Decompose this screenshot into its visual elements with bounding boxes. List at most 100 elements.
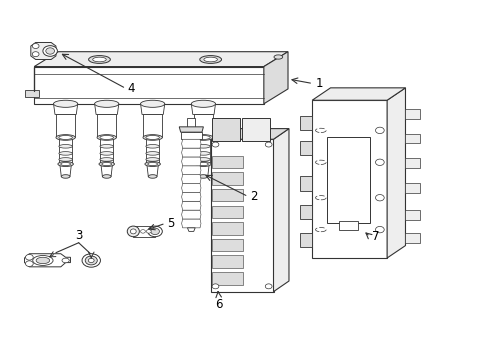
Ellipse shape [59,152,72,155]
Bar [211,118,239,141]
Polygon shape [197,164,209,176]
Polygon shape [405,134,419,144]
Bar [211,239,243,251]
Circle shape [375,194,384,201]
Ellipse shape [93,57,106,62]
Polygon shape [181,192,201,201]
Ellipse shape [102,175,111,178]
Text: 4: 4 [127,82,135,95]
Bar [56,114,75,138]
Polygon shape [405,158,419,168]
Ellipse shape [61,162,70,166]
Ellipse shape [56,135,75,140]
Ellipse shape [58,162,73,167]
Ellipse shape [59,145,72,148]
Polygon shape [300,141,311,155]
Ellipse shape [59,158,72,161]
Polygon shape [181,148,201,157]
Ellipse shape [191,100,215,107]
Ellipse shape [59,135,72,139]
Ellipse shape [193,135,213,140]
Ellipse shape [144,162,160,167]
Polygon shape [34,67,264,104]
Circle shape [375,226,384,233]
Polygon shape [300,233,311,247]
Polygon shape [95,104,119,114]
Polygon shape [386,88,405,258]
Ellipse shape [88,258,94,262]
Circle shape [375,127,384,134]
Polygon shape [181,175,201,184]
Polygon shape [31,42,56,59]
Ellipse shape [88,55,110,63]
Polygon shape [179,127,203,132]
Circle shape [265,284,271,289]
Polygon shape [24,90,39,97]
Ellipse shape [148,175,157,178]
Polygon shape [133,226,155,237]
Bar [211,172,243,185]
Bar [241,118,269,141]
Ellipse shape [127,226,139,237]
Circle shape [212,284,219,289]
Polygon shape [300,116,311,130]
Ellipse shape [85,256,97,265]
Bar [59,138,72,164]
Polygon shape [181,139,201,148]
Circle shape [25,261,33,266]
Bar [311,100,386,258]
Bar [210,139,273,292]
Bar [211,272,243,284]
Text: 5: 5 [167,217,174,230]
Polygon shape [53,104,78,114]
Ellipse shape [203,57,217,62]
Ellipse shape [150,228,159,235]
Ellipse shape [273,55,282,59]
Bar [211,256,243,268]
Ellipse shape [99,162,114,167]
Polygon shape [187,228,195,231]
Polygon shape [273,129,288,292]
Ellipse shape [147,162,157,166]
Circle shape [140,230,145,233]
Bar [145,138,159,164]
Ellipse shape [199,175,207,178]
Bar [211,222,243,235]
Ellipse shape [82,254,100,267]
Ellipse shape [100,158,113,161]
Ellipse shape [62,258,69,263]
Bar [338,221,357,230]
Bar [193,114,213,138]
Ellipse shape [145,152,159,155]
Ellipse shape [196,152,210,155]
Ellipse shape [142,135,162,140]
Ellipse shape [100,135,113,139]
Polygon shape [181,184,201,192]
Circle shape [146,230,151,233]
Ellipse shape [102,162,111,166]
Ellipse shape [53,100,78,107]
Bar [211,189,243,201]
Ellipse shape [196,145,210,148]
Polygon shape [60,164,71,176]
Polygon shape [140,104,164,114]
Polygon shape [146,164,158,176]
Bar [326,138,369,222]
Polygon shape [405,109,419,119]
Ellipse shape [100,152,113,155]
Bar [97,114,116,138]
Bar [211,156,243,168]
Bar [196,138,210,164]
Text: 1: 1 [315,77,323,90]
Ellipse shape [100,145,113,148]
Polygon shape [405,183,419,193]
Circle shape [32,44,39,49]
Text: 2: 2 [250,190,257,203]
Text: 7: 7 [371,230,378,243]
Circle shape [32,52,39,57]
Bar [100,138,113,164]
Ellipse shape [147,226,162,237]
Ellipse shape [200,55,221,63]
Circle shape [212,142,219,147]
Polygon shape [405,210,419,220]
